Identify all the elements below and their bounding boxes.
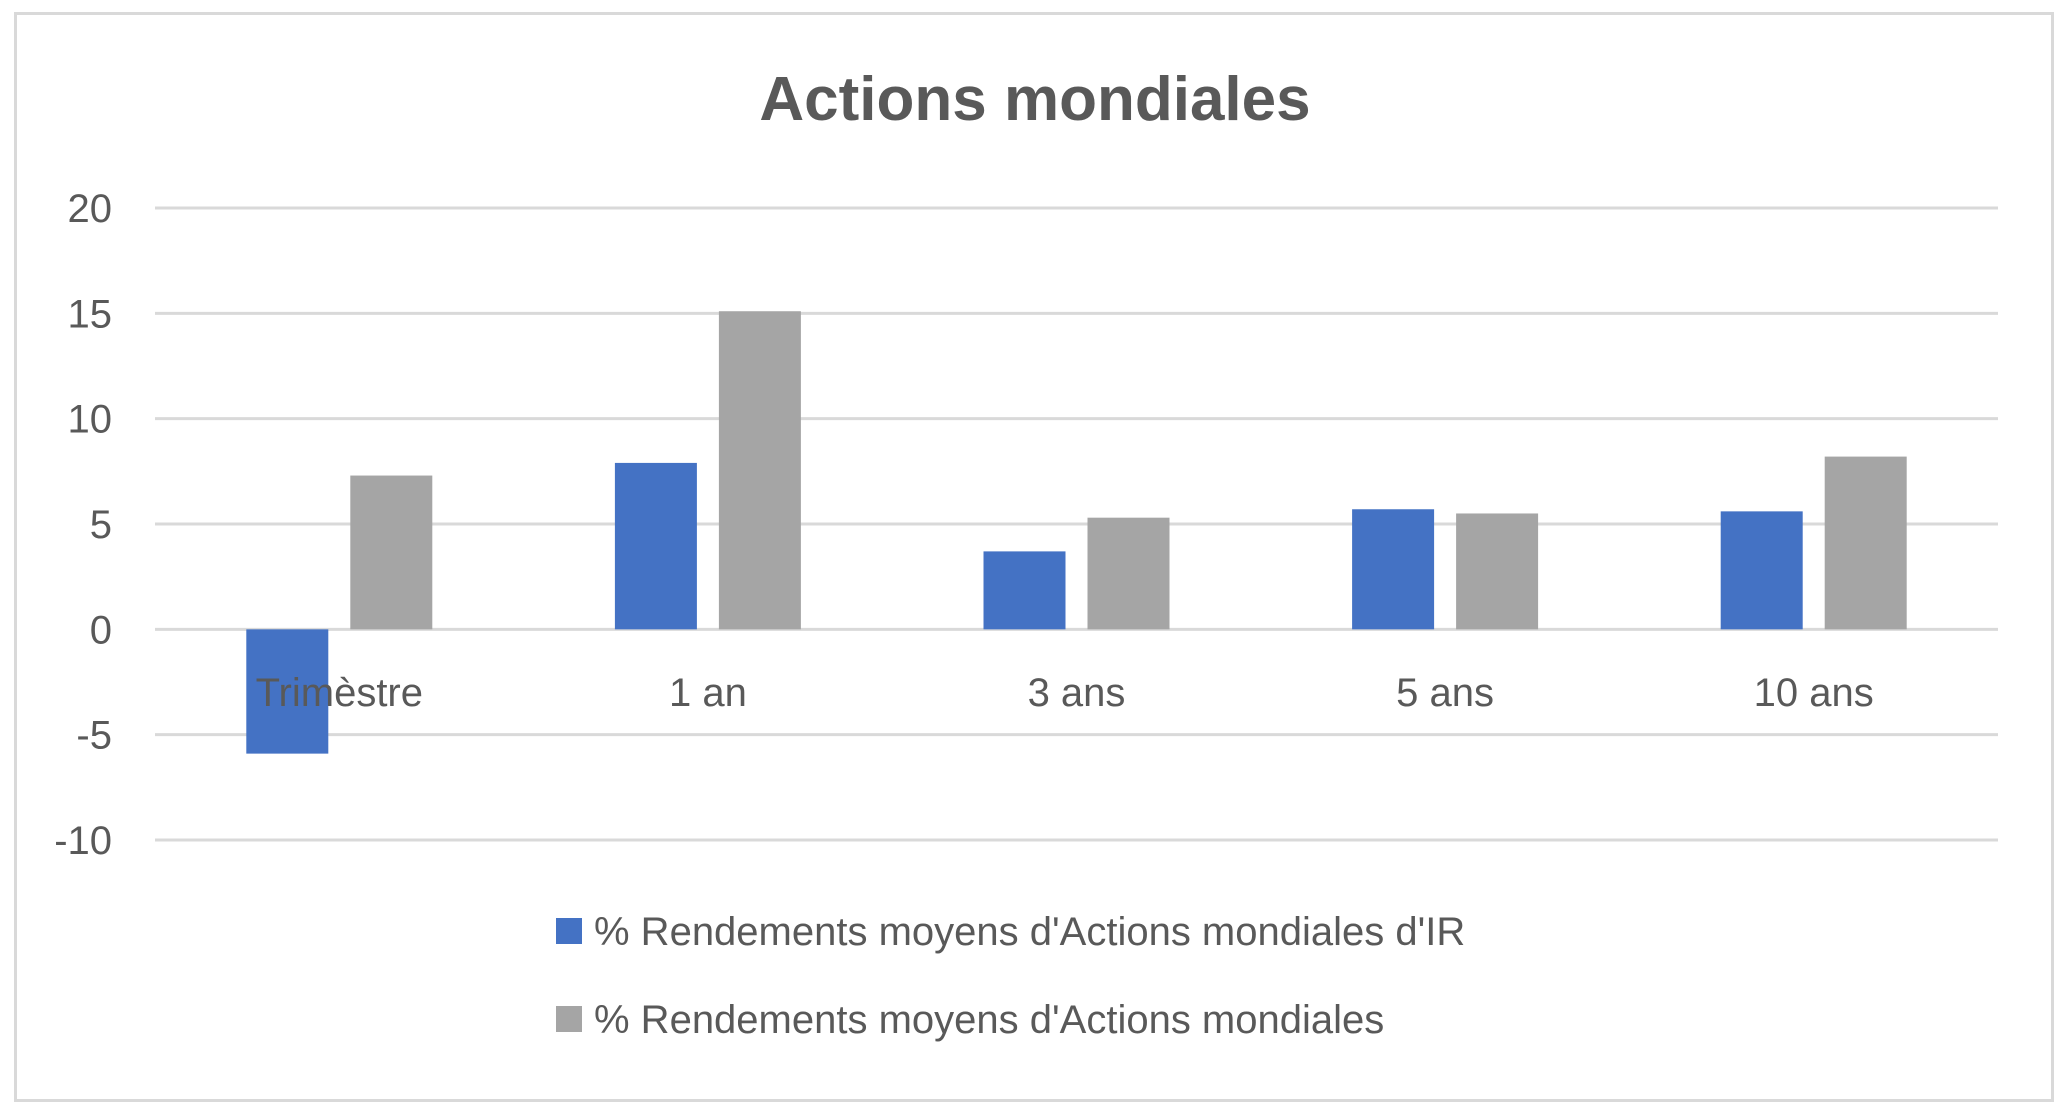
legend-label: % Rendements moyens d'Actions mondiales … <box>594 910 1465 954</box>
category-labels: Trimèstre 1 an 3 ans 5 ans 10 ans <box>256 671 1874 715</box>
y-tick-label: -5 <box>76 714 112 758</box>
bar-series-1 <box>614 462 697 630</box>
bar-series-1 <box>1352 509 1435 630</box>
legend-swatch <box>556 918 582 944</box>
bars <box>246 311 1907 754</box>
legend-swatch <box>556 1006 582 1032</box>
bar-series-1 <box>246 629 329 754</box>
bar-series-2 <box>1456 513 1539 630</box>
bar-series-2 <box>350 475 433 630</box>
y-tick-label: 5 <box>90 503 112 547</box>
legend: % Rendements moyens d'Actions mondiales … <box>556 910 1465 1042</box>
bar-series-2 <box>1824 456 1907 630</box>
y-tick-label: 10 <box>68 398 113 442</box>
bar-series-2 <box>1087 517 1170 630</box>
category-label: Trimèstre <box>256 671 423 715</box>
category-label: 5 ans <box>1396 671 1494 715</box>
y-axis-ticks: 20 15 10 5 0 -5 -10 <box>54 187 112 863</box>
bar-series-1 <box>1720 511 1803 630</box>
y-tick-label: 15 <box>68 292 113 336</box>
category-label: 1 an <box>669 671 747 715</box>
bar-series-1 <box>983 551 1066 630</box>
y-tick-label: 20 <box>68 187 113 231</box>
y-tick-label: -10 <box>54 819 112 863</box>
category-label: 3 ans <box>1028 671 1126 715</box>
category-label: 10 ans <box>1754 671 1874 715</box>
legend-label: % Rendements moyens d'Actions mondiales <box>594 998 1384 1042</box>
gridlines <box>155 206 1998 842</box>
y-tick-label: 0 <box>90 608 112 652</box>
bar-series-2 <box>718 311 801 630</box>
chart-title: Actions mondiales <box>759 65 1310 134</box>
